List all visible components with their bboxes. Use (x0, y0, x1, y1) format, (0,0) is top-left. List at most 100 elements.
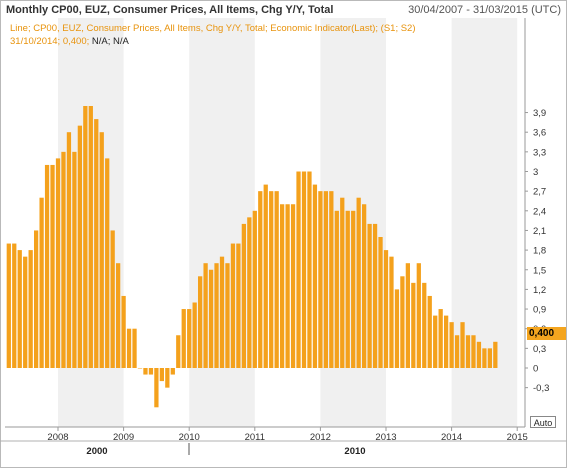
bar[interactable] (6, 243, 11, 368)
bar[interactable] (290, 204, 296, 368)
bar[interactable] (176, 335, 181, 368)
bar[interactable] (438, 309, 443, 368)
bar[interactable] (258, 191, 263, 368)
bar[interactable] (362, 204, 367, 368)
bar[interactable] (449, 322, 454, 368)
bar[interactable] (77, 125, 82, 369)
bar[interactable] (241, 223, 246, 368)
bar[interactable] (23, 256, 28, 368)
bar[interactable] (110, 230, 115, 368)
x-tick-label: 2015 (507, 432, 528, 443)
bar[interactable] (94, 119, 99, 368)
bar[interactable] (61, 151, 66, 368)
bar[interactable] (17, 250, 22, 368)
bar[interactable] (301, 171, 307, 369)
bar[interactable] (154, 368, 159, 408)
x-tick-label: 2008 (47, 432, 68, 443)
bar[interactable] (296, 171, 301, 369)
bar[interactable] (400, 276, 405, 368)
bar[interactable] (252, 210, 257, 368)
bar[interactable] (454, 335, 460, 368)
bar[interactable] (137, 368, 143, 369)
bar[interactable] (126, 328, 132, 368)
bar[interactable] (323, 191, 328, 368)
bar[interactable] (236, 243, 241, 368)
bar[interactable] (116, 263, 121, 368)
bar[interactable] (12, 243, 17, 368)
bar[interactable] (356, 197, 361, 368)
legend-readout: 31/10/2014; 0,400; N/A; N/A (10, 35, 416, 48)
bar[interactable] (405, 263, 410, 368)
bar[interactable] (83, 106, 88, 368)
bar[interactable] (203, 263, 208, 368)
bar[interactable] (214, 263, 219, 368)
auto-scale-button[interactable]: Auto (530, 416, 556, 428)
bar[interactable] (476, 341, 482, 368)
bar-series[interactable] (6, 106, 498, 408)
bar[interactable] (460, 322, 465, 368)
bar[interactable] (39, 197, 44, 368)
bar[interactable] (345, 210, 350, 368)
bar[interactable] (247, 217, 252, 368)
bar[interactable] (394, 289, 400, 368)
bar[interactable] (170, 368, 175, 375)
bar[interactable] (269, 191, 274, 368)
bar[interactable] (334, 210, 339, 368)
bar[interactable] (280, 204, 285, 368)
bar[interactable] (121, 295, 126, 368)
date-range: 30/04/2007 - 31/03/2015 (UTC) (408, 4, 561, 16)
y-tick-label: 3,6 (533, 128, 546, 139)
bar[interactable] (148, 368, 154, 375)
bar[interactable] (285, 204, 290, 368)
bar[interactable] (198, 276, 203, 368)
bar[interactable] (465, 335, 471, 368)
bar[interactable] (66, 132, 72, 368)
bar[interactable] (487, 348, 492, 368)
bar[interactable] (493, 341, 498, 368)
legend-readout-na: N/A; N/A (91, 36, 129, 47)
bar[interactable] (230, 243, 236, 368)
bar[interactable] (411, 282, 416, 368)
bar[interactable] (219, 256, 225, 368)
bar[interactable] (389, 256, 394, 368)
bar[interactable] (132, 328, 137, 368)
bar[interactable] (181, 309, 186, 368)
bar[interactable] (340, 197, 345, 368)
bar[interactable] (88, 106, 93, 368)
bar[interactable] (208, 269, 214, 368)
bar[interactable] (72, 151, 77, 368)
bar[interactable] (482, 348, 487, 368)
bar[interactable] (99, 132, 104, 368)
bar[interactable] (444, 315, 449, 368)
bar[interactable] (351, 210, 356, 368)
bar[interactable] (383, 250, 389, 368)
bar[interactable] (307, 171, 312, 369)
bar[interactable] (34, 230, 39, 368)
bar[interactable] (433, 315, 438, 368)
bar[interactable] (263, 184, 268, 368)
bar[interactable] (50, 164, 55, 368)
bar[interactable] (192, 302, 197, 369)
bar[interactable] (318, 191, 323, 368)
x-tick-label: 2013 (375, 432, 396, 443)
bar[interactable] (372, 223, 378, 368)
bar[interactable] (44, 164, 50, 368)
bar[interactable] (416, 263, 421, 368)
bar[interactable] (143, 368, 148, 375)
bar[interactable] (471, 335, 476, 368)
bar[interactable] (159, 368, 164, 382)
bar[interactable] (378, 237, 383, 368)
bar[interactable] (225, 263, 230, 368)
bar[interactable] (427, 295, 432, 368)
bar[interactable] (312, 184, 318, 368)
bar[interactable] (165, 368, 170, 388)
bar[interactable] (329, 191, 334, 368)
bar[interactable] (55, 158, 61, 368)
bar[interactable] (367, 223, 372, 368)
bar[interactable] (105, 158, 110, 368)
bar[interactable] (28, 250, 33, 368)
bar[interactable] (187, 309, 192, 368)
bar[interactable] (422, 282, 427, 368)
bar[interactable] (274, 191, 279, 368)
